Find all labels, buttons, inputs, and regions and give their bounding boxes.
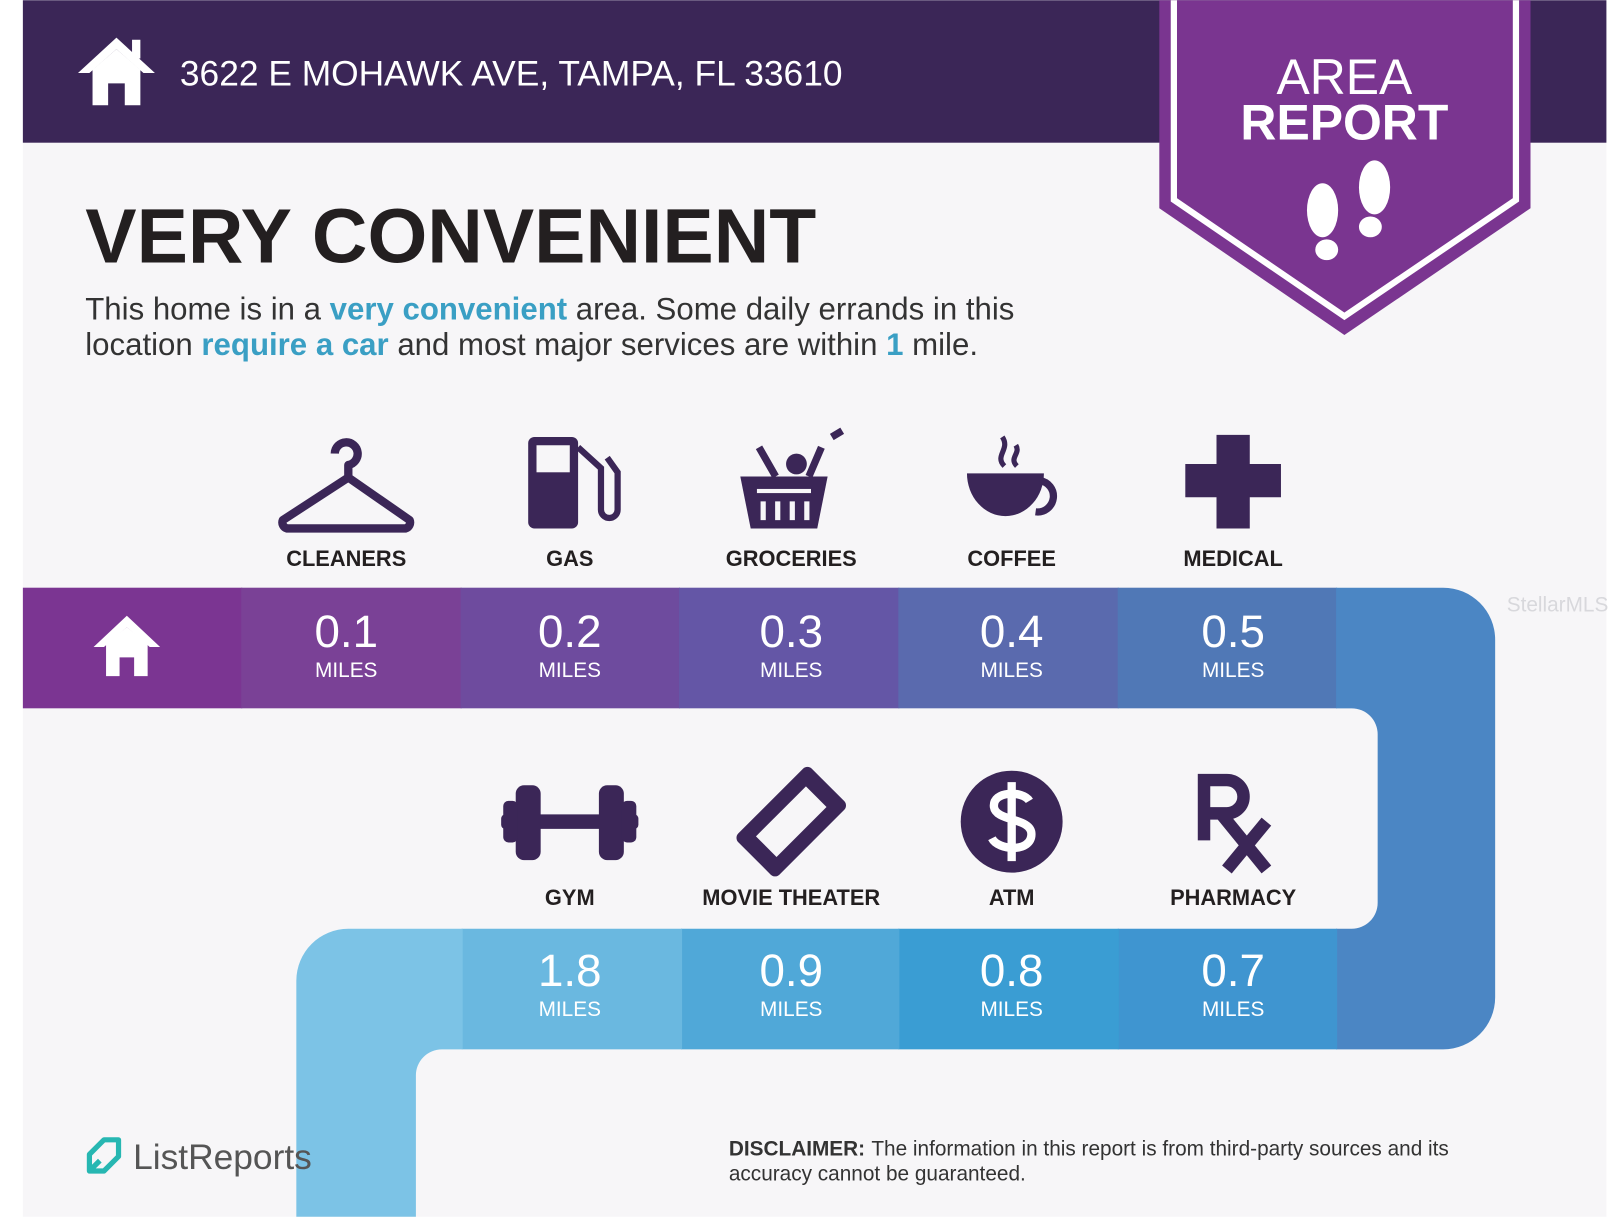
distance-unit: MILES [760, 998, 822, 1021]
description-text: and most major services are within [389, 327, 886, 362]
icons [278, 427, 1281, 877]
distance: 0.3 [759, 606, 823, 657]
highlight: very convenient [330, 291, 567, 326]
distance: 0.9 [759, 945, 823, 996]
home-icon [77, 37, 155, 106]
distance-unit: MILES [1202, 659, 1264, 682]
distance-unit: MILES [760, 659, 822, 682]
amenity-label: GROCERIES [726, 546, 857, 571]
amenity-label: ATM [989, 885, 1035, 910]
disclaimer-label: DISCLAIMER: [729, 1137, 865, 1160]
highlight: require a car [201, 327, 388, 362]
description: This home is in a very convenient area. … [85, 291, 1014, 361]
badge-border [1170, 0, 1520, 321]
amenity-label: PHARMACY [1170, 885, 1297, 910]
badge-title: AREA [1276, 49, 1413, 105]
description-text: location [85, 327, 201, 362]
amenity-label: COFFEE [967, 546, 1056, 571]
distance-unit: MILES [315, 659, 377, 682]
amenity-label: MOVIE THEATER [702, 885, 880, 910]
distance-unit: MILES [980, 998, 1042, 1021]
distance-rows: CLEANERS0.1MILESGAS0.2MILESGROCERIES0.3M… [286, 546, 1296, 1021]
distance: 0.5 [1201, 606, 1265, 657]
watermark: StellarMLS [1507, 594, 1609, 617]
description-line: This home is in a very convenient area. … [85, 291, 1014, 326]
distance: 0.8 [980, 945, 1044, 996]
highlight: 1 [886, 327, 903, 362]
disclaimer: DISCLAIMER: The information in this repor… [729, 1137, 1449, 1160]
home-icon [93, 615, 161, 677]
description-text: area. Some daily errands in this [567, 291, 1014, 326]
distance: 0.7 [1201, 945, 1265, 996]
amenity-label: GYM [545, 885, 595, 910]
distance: 1.8 [538, 945, 602, 996]
disclaimer-text: accuracy cannot be guaranteed. [729, 1162, 1026, 1185]
distance-unit: MILES [980, 659, 1042, 682]
disclaimer-text: The information in this report is from t… [871, 1137, 1448, 1160]
address: 3622 E MOHAWK AVE, TAMPA, FL 33610 [180, 55, 843, 94]
route [22, 587, 1496, 1217]
description-text: This home is in a [85, 291, 329, 326]
amenity-label: GAS [546, 546, 593, 571]
logo-icon [86, 1137, 122, 1174]
distance: 0.1 [314, 606, 378, 657]
distance-unit: MILES [539, 659, 601, 682]
description-text: mile. [903, 327, 978, 362]
logo: ListReports [133, 1138, 312, 1177]
amenity-label: CLEANERS [286, 546, 406, 571]
amenity-label: MEDICAL [1183, 546, 1282, 571]
distance-unit: MILES [539, 998, 601, 1021]
distance-unit: MILES [1202, 998, 1264, 1021]
headline: VERY CONVENIENT [85, 193, 816, 279]
distance: 0.4 [980, 606, 1044, 657]
description-line: location require a car and most major se… [85, 327, 978, 362]
badge-title: REPORT [1240, 95, 1448, 151]
distance: 0.2 [538, 606, 602, 657]
footprints-icon [1306, 160, 1391, 261]
